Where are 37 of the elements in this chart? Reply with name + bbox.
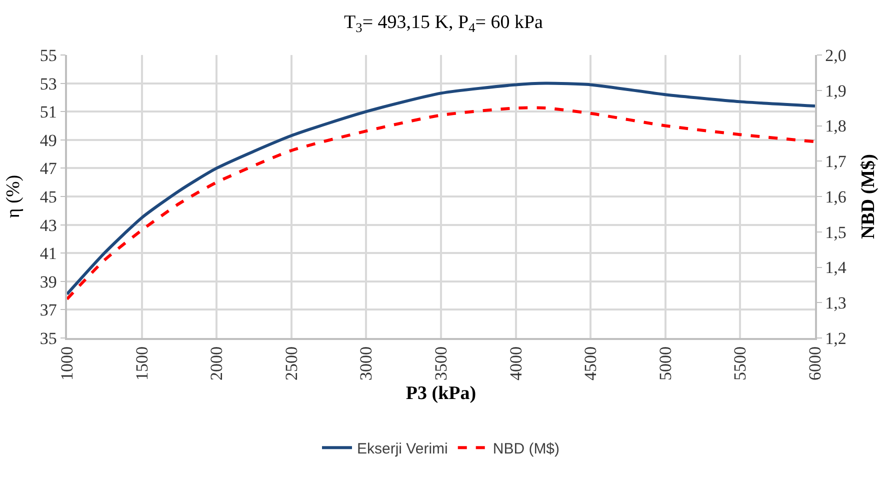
y-tick-label: 53 bbox=[40, 74, 57, 94]
x-tick-label: 2500 bbox=[282, 346, 301, 381]
y-tick-label: 35 bbox=[40, 328, 57, 348]
y-tick-label: 39 bbox=[40, 272, 57, 292]
x-tick-label: 1500 bbox=[132, 346, 152, 381]
x-tick-label: 3500 bbox=[432, 346, 451, 381]
x-tick-label: 1000 bbox=[58, 346, 77, 381]
y-tick-label: 37 bbox=[40, 300, 58, 320]
legend-label: NBD (M$) bbox=[492, 440, 560, 458]
y-tick-label: 49 bbox=[40, 130, 57, 150]
y2-tick-label: 1,9 bbox=[825, 81, 846, 100]
y2-tick-label: 1,7 bbox=[825, 152, 847, 172]
y-tick-label: 43 bbox=[40, 216, 57, 235]
y-tick-label: 51 bbox=[40, 102, 57, 122]
y-tick-label: 45 bbox=[40, 187, 57, 206]
y-axis-title: η (%) bbox=[3, 174, 24, 218]
x-axis-title: P3 (kPa) bbox=[406, 382, 476, 404]
x-tick-label: 4500 bbox=[581, 346, 600, 381]
x-tick-label: 5000 bbox=[656, 346, 675, 381]
y-tick-label: 47 bbox=[40, 159, 58, 178]
x-tick-label: 2000 bbox=[207, 346, 226, 381]
y2-tick-label: 1,5 bbox=[825, 222, 846, 242]
y2-tick-label: 1,6 bbox=[825, 187, 846, 206]
y2-tick-label: 1,3 bbox=[825, 294, 846, 313]
x-tick-label: 6000 bbox=[806, 346, 825, 381]
y2-tick-label: 1,4 bbox=[825, 258, 847, 278]
x-tick-label: 4000 bbox=[506, 346, 526, 381]
y-tick-label: 55 bbox=[40, 46, 57, 65]
legend-label: Ekserji Verimi bbox=[357, 440, 448, 458]
y2-axis-title: NBD (M$) bbox=[858, 154, 880, 239]
x-tick-label: 3000 bbox=[356, 346, 376, 381]
y-tick-label: 41 bbox=[40, 244, 57, 264]
y2-tick-label: 2,0 bbox=[825, 46, 846, 65]
y2-tick-label: 1,2 bbox=[825, 328, 846, 348]
chart-title: T$_{3}$= 493,15 K, P$_{4}$= 60 kPa bbox=[344, 12, 544, 36]
y2-tick-label: 1,8 bbox=[825, 116, 846, 136]
x-tick-label: 5500 bbox=[730, 346, 750, 381]
